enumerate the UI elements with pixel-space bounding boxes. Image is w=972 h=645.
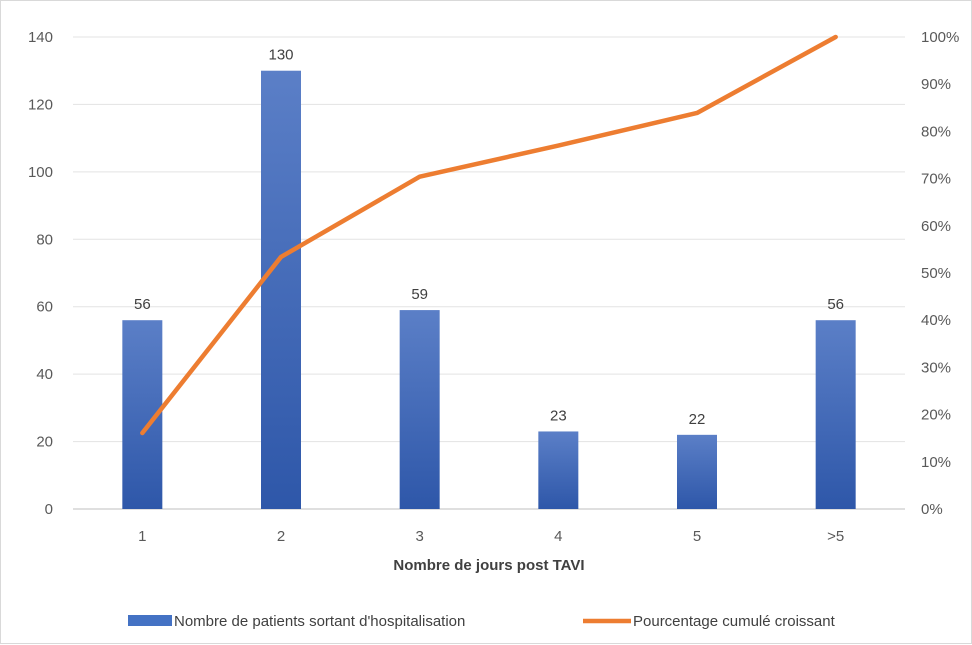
x-axis-tick-label: 4	[554, 528, 562, 545]
gridlines	[73, 36, 905, 510]
legend-line-label: Pourcentage cumulé croissant	[633, 613, 836, 630]
right-axis-tick-label: 80%	[921, 123, 951, 140]
left-axis-tick-label: 80	[36, 231, 53, 248]
bar-data-label: 130	[268, 47, 293, 64]
right-axis-tick-label: 90%	[921, 76, 951, 93]
right-axis-tick-label: 10%	[921, 454, 951, 471]
left-axis-tick-label: 0	[45, 501, 53, 518]
x-axis-tick-label: 2	[277, 528, 285, 545]
bar-data-label: 59	[411, 286, 428, 303]
bar	[677, 434, 717, 509]
left-axis-tick-label: 120	[28, 96, 53, 113]
bar-data-label: 56	[827, 296, 844, 313]
left-axis-tick-label: 100	[28, 164, 53, 181]
bar-data-label: 22	[689, 411, 706, 428]
right-axis-tick-label: 70%	[921, 171, 951, 188]
right-axis-tick-label: 60%	[921, 218, 951, 235]
right-axis-tick-label: 50%	[921, 265, 951, 282]
bar-data-label: 23	[550, 407, 567, 424]
right-axis-tick-label: 100%	[921, 29, 959, 46]
left-axis-tick-label: 20	[36, 434, 53, 451]
x-axis-ticks: 1 2 3 4 5 >5	[138, 528, 844, 545]
right-axis-ticks: 0% 10% 20% 30% 40% 50% 60% 70% 80% 90% 100%	[921, 29, 959, 518]
bar-data-label: 56	[134, 296, 151, 313]
x-axis-tick-label: 3	[415, 528, 423, 545]
data-labels: 56 130 59 23 22 56	[134, 47, 844, 428]
x-axis-title: Nombre de jours post TAVI	[393, 557, 584, 574]
legend: Nombre de patients sortant d'hospitalisa…	[128, 613, 836, 630]
left-axis-tick-label: 40	[36, 366, 53, 383]
legend-bar-swatch	[128, 615, 172, 626]
bar	[538, 431, 579, 509]
bar	[815, 320, 856, 509]
x-axis-tick-label: 1	[138, 528, 146, 545]
right-axis-tick-label: 20%	[921, 407, 951, 424]
legend-bar-label: Nombre de patients sortant d'hospitalisa…	[174, 613, 465, 630]
right-axis-tick-label: 30%	[921, 359, 951, 376]
x-axis-tick-label: 5	[693, 528, 701, 545]
cumulative-line	[140, 34, 838, 436]
left-axis-ticks: 0 20 40 60 80 100 120 140	[28, 29, 53, 518]
right-axis-tick-label: 40%	[921, 312, 951, 329]
bar	[399, 310, 440, 509]
bar	[261, 70, 301, 509]
left-axis-tick-label: 140	[28, 29, 53, 46]
line-series	[140, 34, 838, 436]
x-axis-tick-label: >5	[827, 528, 844, 545]
right-axis-tick-label: 0%	[921, 501, 943, 518]
bar-series	[122, 70, 856, 509]
left-axis-tick-label: 60	[36, 299, 53, 316]
